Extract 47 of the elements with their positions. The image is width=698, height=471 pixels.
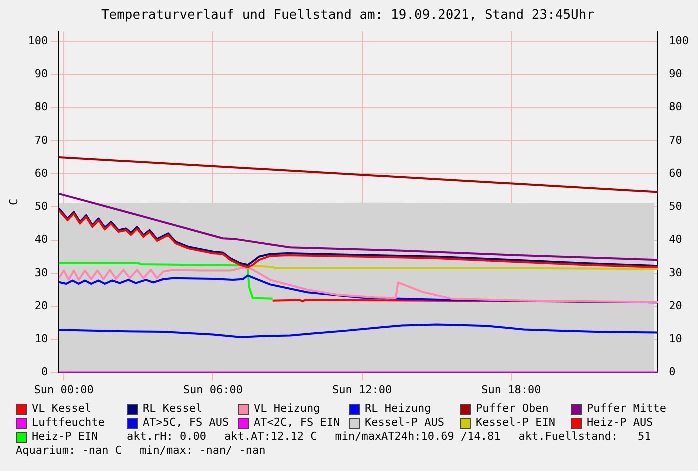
y-tick-label: 40	[34, 233, 48, 246]
legend-label: RL Kessel	[143, 402, 203, 416]
y-tick-label: 10	[34, 332, 48, 346]
y-tick-label: 70	[34, 134, 48, 147]
legend-label: Heiz-P EIN	[32, 430, 98, 444]
legend-label: Kessel-P EIN	[476, 416, 556, 430]
legend-label: Puffer Oben	[476, 402, 549, 416]
y-tick-label: 60	[34, 166, 48, 180]
y2-tick-label: 50	[669, 200, 682, 214]
y2-tick-label: 10	[669, 332, 682, 346]
y2-tick-label: 90	[669, 68, 682, 81]
text: min/maxAT24h:10.69 /14.81	[335, 430, 501, 444]
y-tick-label: 90	[34, 68, 48, 81]
text: akt.rH: 0.00	[127, 430, 206, 444]
y-tick-label: 30	[34, 266, 48, 280]
legend-label: Kessel-P AUS	[365, 416, 444, 430]
y2-tick-label: 40	[669, 233, 682, 246]
text: Aquarium: -nan C	[16, 444, 122, 458]
y2-tick-label: 80	[669, 100, 682, 114]
legend-label: Puffer Mitte	[587, 402, 666, 416]
x-tick-label: Sun 00:00	[34, 383, 94, 396]
y-tick-label: 20	[34, 299, 48, 312]
y-tick-label: 50	[34, 200, 48, 214]
x-tick-label: Sun 18:00	[482, 383, 542, 396]
y-tick-label: 0	[41, 366, 48, 379]
y2-tick-label: 20	[669, 299, 682, 312]
text: akt.AT:12.12 C	[224, 430, 318, 444]
x-tick-label: Sun 06:00	[183, 383, 243, 396]
legend-label: AT<2C, FS EIN	[254, 416, 340, 430]
y2-tick-label: 70	[669, 134, 682, 147]
text: akt.Fuellstand: 51	[518, 430, 652, 444]
x-tick-label: Sun 12:00	[332, 383, 392, 396]
y2-tick-label: 0	[669, 366, 676, 379]
y2-tick-label: 100	[669, 34, 690, 48]
y2-tick-label: 30	[669, 266, 682, 280]
legend-label: AT>5C, FS AUS	[143, 416, 230, 430]
y2-tick-label: 60	[669, 166, 682, 180]
y-axis-title: C	[7, 198, 20, 206]
legend-label: RL Heizung	[365, 402, 432, 416]
legend-label: Luftfeuchte	[32, 416, 105, 430]
legend-label: VL Heizung	[254, 402, 320, 416]
y-tick-label: 80	[34, 100, 48, 114]
y-tick-label: 100	[28, 34, 48, 48]
legend-label: VL Kessel	[32, 402, 92, 416]
text: min/max: -nan/ -nan	[140, 444, 266, 458]
chart-title: Temperaturverlauf und Fuellstand am: 19.09.2021, Stand 23:45Uhr	[101, 8, 595, 24]
legend-label: Heiz-P AUS	[587, 416, 654, 430]
